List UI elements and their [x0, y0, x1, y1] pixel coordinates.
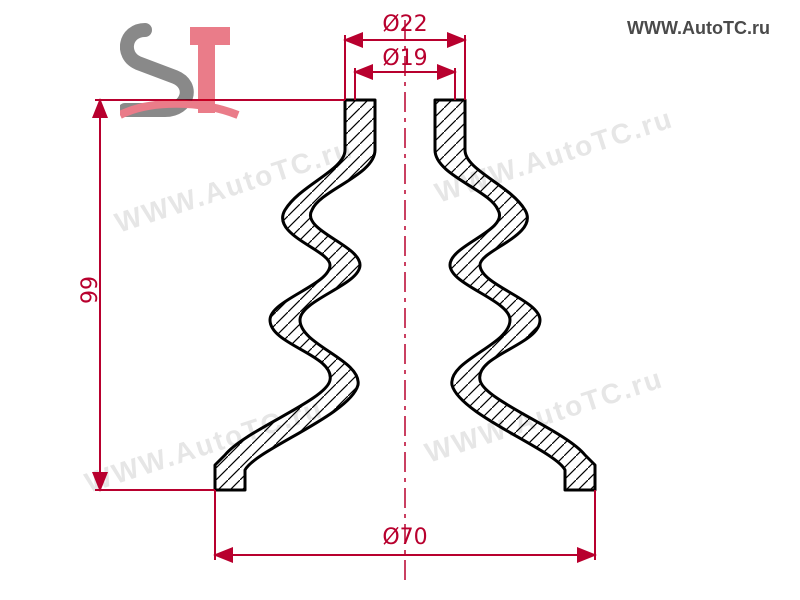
section-left: [215, 100, 375, 490]
label-d19: Ø19: [380, 46, 430, 71]
brand-logo: [120, 15, 240, 125]
drawing-canvas: WWW.AutoTC.ru WWW.AutoTC.ru WWW.AutoTC.r…: [0, 0, 800, 600]
section-right: [435, 100, 595, 490]
watermark-url-top: WWW.AutoTC.ru: [627, 18, 770, 39]
label-d70: Ø70: [380, 525, 430, 550]
label-d22: Ø22: [380, 12, 430, 37]
label-h99: 99: [78, 270, 103, 310]
